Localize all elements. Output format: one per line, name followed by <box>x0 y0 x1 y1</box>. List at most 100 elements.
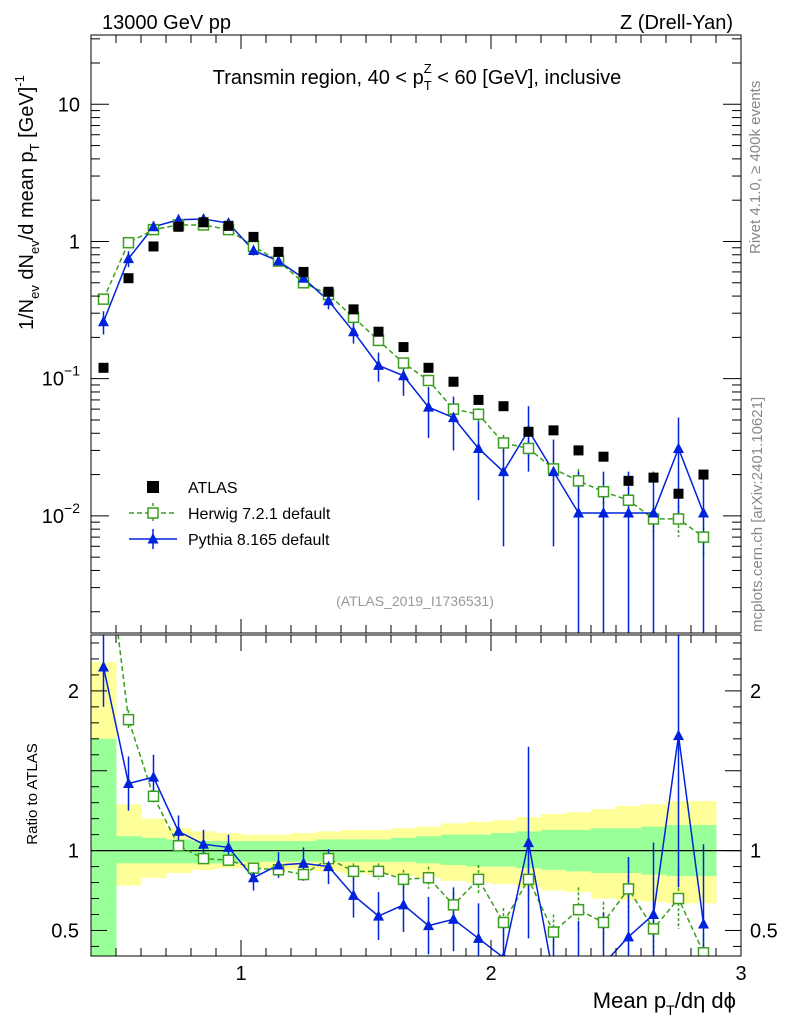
ratio-pythia-point <box>648 908 659 919</box>
ratio-pythia-point <box>298 857 309 868</box>
ratio-pythia-point <box>548 971 559 982</box>
main-y-tick-label: 10 <box>58 94 80 116</box>
pythia-point <box>98 315 109 327</box>
herwig-point <box>397 357 410 369</box>
atlas-point <box>198 217 209 228</box>
ratio-pythia-point <box>398 898 409 910</box>
ratio-pythia-point <box>223 841 234 852</box>
herwig-point <box>697 531 710 543</box>
ratio-herwig-point <box>522 873 535 886</box>
ratio-herwig-point <box>647 923 660 935</box>
pythia-point <box>423 401 434 412</box>
pythia-point <box>548 465 559 477</box>
herwig-point <box>472 408 485 421</box>
ratio-y-tick-label-right: 1 <box>750 841 761 863</box>
atlas-point <box>598 451 609 462</box>
atlas-point <box>273 246 284 257</box>
mcplots-label: mcplots.cern.ch [arXiv:2401.10621] <box>749 397 766 632</box>
pythia-point <box>298 272 309 283</box>
ratio-green-band <box>416 836 442 864</box>
ratio-herwig-point <box>622 883 635 895</box>
ratio-panel-bands <box>91 662 741 956</box>
ratio-green-band <box>441 834 467 865</box>
pythia-point <box>273 255 284 266</box>
pythia-point <box>398 369 409 381</box>
pythia-point <box>173 213 184 225</box>
ratio-herwig-point <box>422 871 435 884</box>
atlas-point <box>648 472 659 483</box>
atlas-point <box>123 273 134 284</box>
ratio-pythia-point <box>273 858 284 870</box>
main-plot-area <box>91 35 741 633</box>
ratio-herwig-point <box>672 892 685 905</box>
x-tick-label: 1 <box>235 963 246 985</box>
atlas-point <box>298 266 309 277</box>
ratio-pythia-point <box>323 860 334 872</box>
ratio-herwig-point <box>472 873 485 886</box>
atlas-point <box>223 220 234 231</box>
atlas-point <box>373 326 384 337</box>
ratio-pythia-point <box>248 871 259 883</box>
ratio-herwig-point <box>247 862 260 874</box>
atlas-point <box>498 401 509 412</box>
ratio-pythia-point <box>98 660 109 672</box>
atlas-point <box>673 488 684 499</box>
header-right: Z (Drell-Yan) <box>620 12 733 34</box>
pythia-point <box>323 294 334 306</box>
main-panel-series <box>97 212 710 633</box>
ratio-herwig-point <box>597 916 610 929</box>
ratio-pythia-point <box>448 913 459 924</box>
ratio-herwig-point <box>197 852 210 865</box>
ratio-y-tick-label-right: 0.5 <box>750 920 778 942</box>
ratio-herwig-point <box>497 916 510 929</box>
atlas-point <box>623 475 634 486</box>
ratio-y-tick-label-left: 1 <box>68 841 79 863</box>
herwig-point <box>372 334 385 347</box>
main-title: Transmin region, 40 < pZ T < 60 [GeV], in… <box>213 61 622 93</box>
herwig-point <box>522 442 535 455</box>
ratio-pythia-point <box>698 918 709 929</box>
ratio-pythia-point <box>523 836 534 848</box>
ratio-y-tick-label-right: 2 <box>750 681 761 703</box>
ratio-green-band <box>391 837 417 862</box>
pythia-point <box>473 442 484 453</box>
ratio-pythia-point <box>173 825 184 836</box>
pythia-point <box>623 506 634 518</box>
legend-label-herwig: Herwig 7.2.1 default <box>188 506 331 523</box>
ratio-panel-axes: 0.5 0.5 1 1 2 2 1 2 3 <box>51 634 778 985</box>
pythia-point <box>373 359 384 370</box>
ratio-herwig-point <box>397 873 410 886</box>
ratio-green-band <box>541 829 567 870</box>
ratio-herwig-point <box>447 899 460 911</box>
main-y-tick-label: 10−1 <box>42 363 80 391</box>
ratio-green-band <box>116 836 142 864</box>
atlas-point <box>323 286 334 297</box>
ratio-y-tick-label-left: 2 <box>68 681 79 703</box>
ratio-herwig-point <box>547 926 560 938</box>
pythia-point <box>248 244 259 255</box>
herwig-point <box>422 374 435 387</box>
atlas-point <box>698 469 709 480</box>
atlas-point <box>348 304 359 315</box>
pythia-point <box>448 411 459 423</box>
atlas-point <box>98 362 109 373</box>
ratio-herwig-point <box>572 903 585 916</box>
ratio-pythia-point <box>198 838 209 849</box>
ratio-pythia-point <box>373 910 384 921</box>
pythia-point <box>673 442 684 453</box>
pythia-point <box>573 506 584 518</box>
herwig-point <box>122 236 135 249</box>
ratio-herwig-point <box>347 865 360 878</box>
ratio-pythia-point <box>573 963 584 974</box>
ratio-herwig-point <box>122 713 135 726</box>
atlas-point <box>248 231 259 242</box>
atlas-point <box>423 362 434 373</box>
atlas-point <box>173 221 184 232</box>
main-y-tick-label: 1 <box>69 231 80 253</box>
ratio-green-band <box>91 738 117 956</box>
x-axis-label: Mean pT/dη dϕ <box>593 988 736 1018</box>
herwig-point <box>622 494 635 506</box>
header-left: 13000 GeV pp <box>102 12 231 34</box>
ratio-pythia-point <box>148 771 159 782</box>
